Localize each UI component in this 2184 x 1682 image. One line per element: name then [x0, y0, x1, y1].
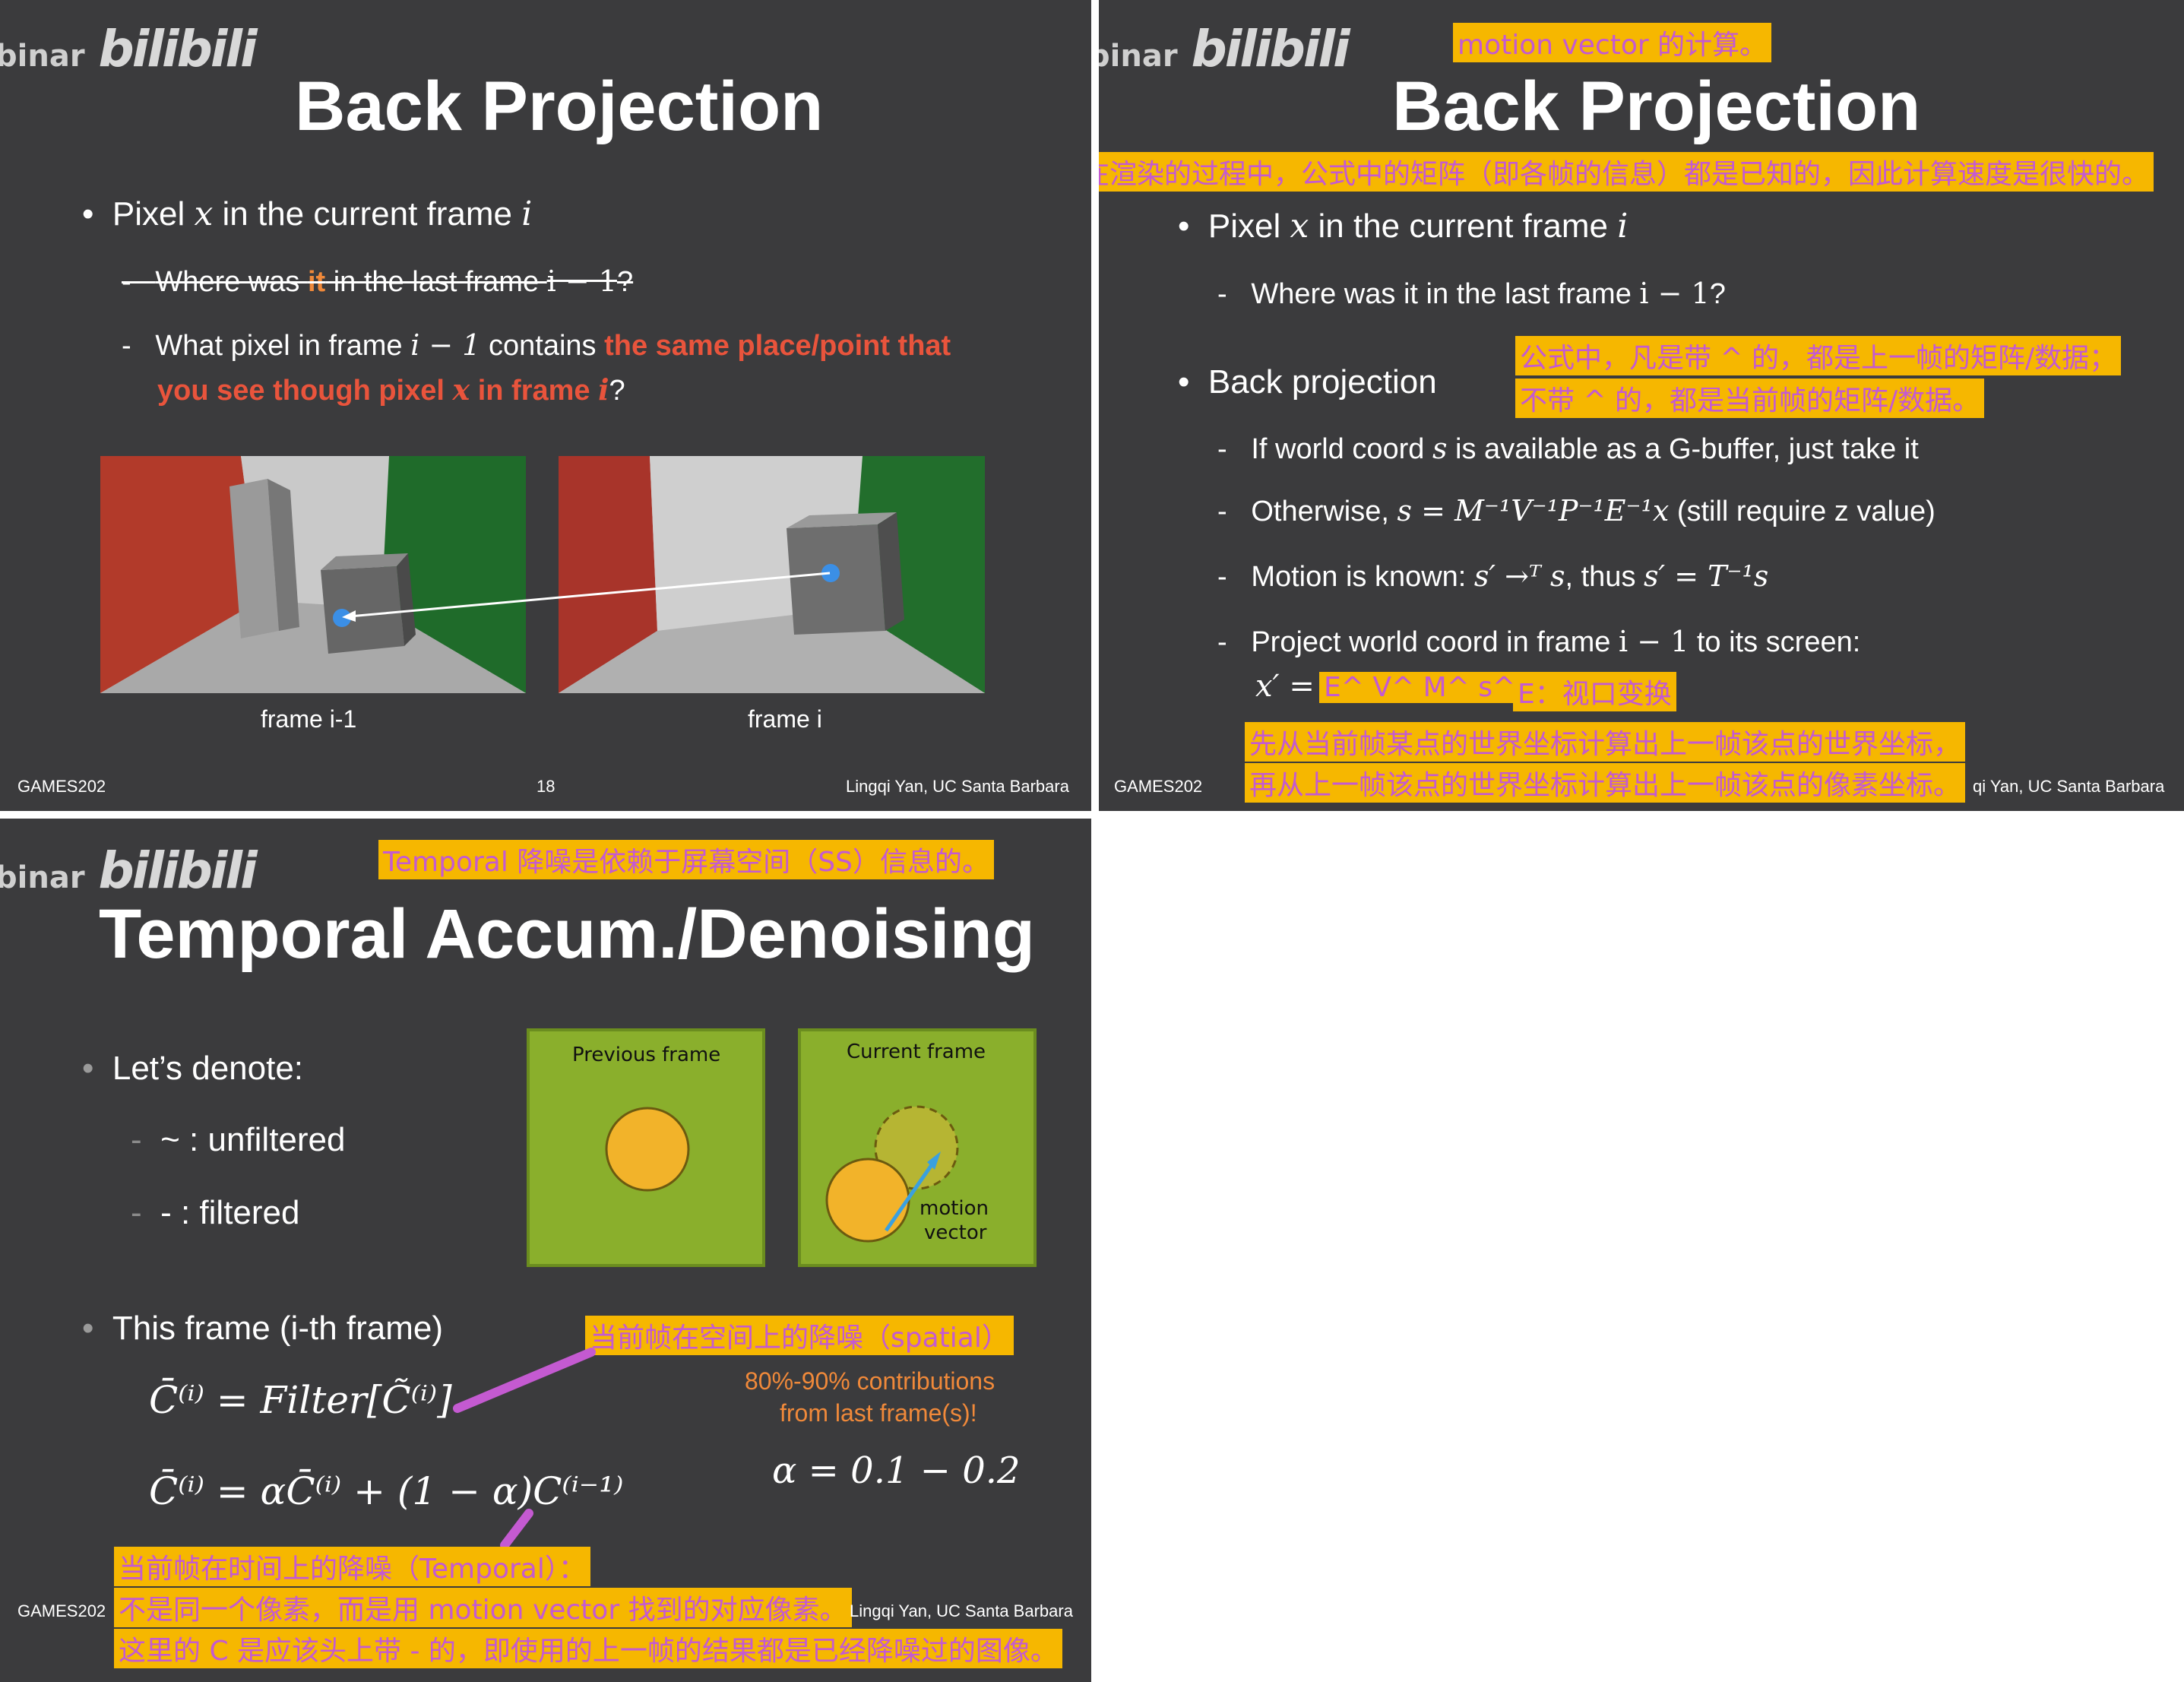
annotation-world-coord: 先从当前帧某点的世界坐标计算出上一帧该点的世界坐标， [1245, 722, 1966, 762]
footer-author: qi Yan, UC Santa Barbara [1973, 777, 2165, 796]
annotation-matrices-known: 在渲染的过程中，公式中的矩阵（即各帧的信息）都是已知的，因此计算速度是很快的。 [1099, 152, 2154, 192]
item-motion-known: - Motion is known: s′ →ᵀ s, thus s′ = T⁻… [1217, 559, 1769, 593]
annotation-temporal-line3: 这里的 C 是应该头上带 - 的，即使用的上一帧的结果都是已经降噪过的图像。 [114, 1629, 1062, 1668]
dash: - [122, 266, 156, 298]
bullet-lets-denote: • Let’s denote: [82, 1050, 304, 1087]
annotation-pointer-lines [453, 1348, 596, 1550]
slide-back-projection-1: binar bilibili Back Projection • Pixel x … [0, 0, 1091, 811]
sub-unfiltered: - ~ : unfiltered [131, 1121, 346, 1158]
watermark-prefix: binar [0, 39, 85, 74]
item-project-world-coord: - Project world coord in frame i − 1 to … [1217, 625, 1861, 658]
frame-current-render-image [559, 456, 985, 693]
annotation-temporal-line1: 当前帧在时间上的降噪（Temporal）： [114, 1547, 590, 1586]
motion-label: motion [919, 1197, 989, 1220]
bullet-pixel: • Pixel x in the current frame i [82, 195, 533, 233]
current-frame-panel: Current frame motion vector [798, 1028, 1037, 1267]
annotation-hat-prev: 公式中，凡是带 ^ 的，都是上一帧的矩阵/数据； [1515, 336, 2122, 375]
bilibili-watermark: binar bilibili [0, 841, 258, 900]
item-world-coord-gbuffer: - If world coord s is available as a G-b… [1217, 432, 1919, 465]
caption-frame-current: frame i [748, 705, 822, 733]
alpha-range: α = 0.1 − 0.2 [772, 1449, 1021, 1492]
item-otherwise-formula: - Otherwise, s = M⁻¹V⁻¹P⁻¹E⁻¹x (still re… [1217, 494, 1936, 527]
contribution-note-line2: from last frame(s)! [780, 1399, 977, 1427]
annotation-formula: E^ V^ M^ s^ [1319, 672, 1521, 703]
annotation-temporal-ss: Temporal 降噪是依赖于屏幕空间（SS）信息的。 [378, 840, 994, 879]
slide-temporal-accum: binar bilibili Temporal 降噪是依赖于屏幕空间（SS）信息的… [0, 819, 1091, 1682]
current-frame-label: Current frame [847, 1041, 986, 1063]
annotation-viewport: E：视口变换 [1513, 672, 1676, 711]
vector-label: vector [924, 1221, 987, 1244]
frame-prev-render-image [100, 456, 526, 693]
bullet-dot: • [82, 195, 112, 233]
previous-frame-panel: Previous frame [527, 1028, 765, 1267]
sub-bullet-what-pixel: - What pixel in frame i − 1 contains the… [122, 328, 951, 362]
sub-bullet-where-was-it: - Where was it in the last frame i − 1? [122, 264, 634, 298]
previous-position-circle [605, 1107, 690, 1192]
annotation-hat-current: 不带 ^ 的，都是当前帧的矩阵/数据。 [1515, 379, 1985, 418]
equation-temporal-blend: C̄⁽ⁱ⁾ = αC̄⁽ⁱ⁾ + (1 − α)C⁽ⁱ⁻¹⁾ [149, 1469, 624, 1513]
annotation-temporal-line2: 不是同一个像素，而是用 motion vector 找到的对应像素。 [114, 1588, 852, 1627]
bilibili-logo-icon: bilibili [98, 841, 258, 900]
slide-title: Back Projection [1392, 68, 1921, 145]
contribution-note-line1: 80%-90% contributions [745, 1367, 995, 1395]
footer-course: GAMES202 [17, 777, 106, 796]
annotation-spatial: 当前帧在空间上的降噪（spatial） [585, 1316, 1014, 1355]
motion-vector-arrow [884, 1157, 938, 1232]
bullet-back-projection: • Back projection [1178, 363, 1437, 401]
previous-frame-label: Previous frame [572, 1044, 721, 1066]
footer-course: GAMES202 [17, 1601, 106, 1620]
equation-spatial-filter: C̄⁽ⁱ⁾ = Filter[C̃⁽ⁱ⁾] [149, 1378, 452, 1422]
bullet-this-frame: • This frame (i-th frame) [82, 1310, 444, 1347]
bilibili-watermark: binar bilibili [0, 20, 258, 78]
annotation-motion-vector: motion vector 的计算。 [1453, 23, 1772, 62]
footer-course: GAMES202 [1114, 777, 1203, 796]
sub-bullet-where-was-it: - Where was it in the last frame i − 1? [1217, 277, 1726, 310]
slide-title: Back Projection [295, 68, 824, 145]
previous-position-dashed-circle [874, 1105, 959, 1190]
footer-author: Lingqi Yan, UC Santa Barbara [850, 1601, 1073, 1620]
bullet-pixel: • Pixel x in the current frame i [1178, 207, 1629, 245]
bilibili-watermark: binar bilibili [1099, 20, 1350, 78]
sub-bullet-what-pixel-line2: you see though pixel x in frame i? [157, 372, 625, 407]
formula-x-prime: x′ = [1255, 669, 1315, 704]
footer-author: Lingqi Yan, UC Santa Barbara [846, 777, 1069, 796]
caption-frame-prev: frame i-1 [261, 705, 357, 733]
bilibili-logo-icon: bilibili [1191, 20, 1350, 78]
bilibili-logo-icon: bilibili [98, 20, 258, 78]
sub-filtered: - - : filtered [131, 1194, 300, 1231]
slide-back-projection-2: binar bilibili motion vector 的计算。 Back Pr… [1099, 0, 2184, 811]
page-number: 18 [537, 777, 555, 796]
motion-arrow-overlay [342, 572, 831, 622]
annotation-pixel-coord: 再从上一帧该点的世界坐标计算出上一帧该点的像素坐标。 [1245, 763, 1966, 803]
slide-title: Temporal Accum./Denoising [99, 895, 1035, 973]
